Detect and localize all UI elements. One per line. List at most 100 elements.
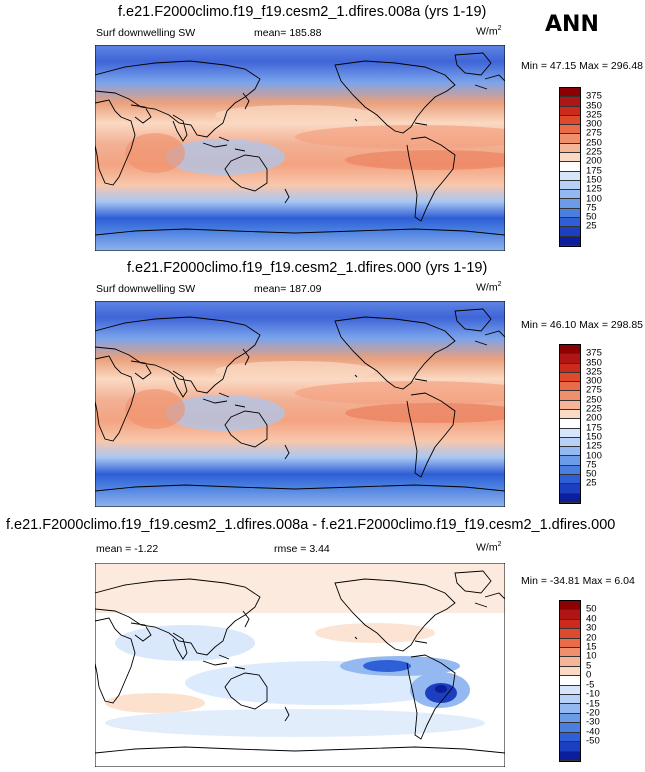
panel3-colorbar-tick-label: -40 bbox=[586, 726, 600, 738]
panel2-variable-label: Surf downwelling SW bbox=[96, 283, 196, 295]
panel2-colorbar-tick-label: 325 bbox=[586, 366, 602, 378]
panel1-colorbar-tick-label: 125 bbox=[586, 183, 602, 195]
panel1-colorbar-tick-label: 325 bbox=[586, 109, 602, 121]
panel3-colorbar-tick-label: 15 bbox=[586, 641, 597, 653]
panel1-colorbar-tick-label: 350 bbox=[586, 100, 602, 112]
panel2-colorbar-swatch bbox=[560, 493, 580, 503]
panel2-minmax: Min = 46.10 Max = 298.85 bbox=[521, 319, 644, 331]
panel2-colorbar bbox=[559, 344, 581, 504]
panel2-colorbar-swatch bbox=[560, 484, 580, 494]
panel2-colorbar-swatch bbox=[560, 382, 580, 392]
panel1-units: W/m2 bbox=[476, 25, 502, 38]
panel3-colorbar-tick-label: 40 bbox=[586, 613, 597, 625]
panel1-colorbar-swatch bbox=[560, 162, 580, 172]
panel3-colorbar-swatch bbox=[560, 695, 580, 705]
panel1-colorbar-swatch bbox=[560, 143, 580, 153]
panel1-colorbar-tick-label: 25 bbox=[586, 220, 597, 232]
panel3-colorbar-swatch bbox=[560, 723, 580, 733]
panel3-colorbar-swatch bbox=[560, 742, 580, 752]
panel3-title: f.e21.F2000climo.f19_f19.cesm2_1.dfires.… bbox=[6, 517, 616, 533]
panel2-colorbar-swatch bbox=[560, 419, 580, 429]
panel1-variable-label: Surf downwelling SW bbox=[96, 27, 196, 39]
panel2-colorbar-tick-label: 150 bbox=[586, 431, 602, 443]
panel1-colorbar-swatch bbox=[560, 190, 580, 200]
season-label: ANN bbox=[545, 12, 599, 37]
panel2-colorbar-swatch bbox=[560, 363, 580, 373]
panel2-colorbar-swatch bbox=[560, 465, 580, 475]
panel3-colorbar-tick-label: -5 bbox=[586, 679, 595, 691]
panel3-colorbar-swatch bbox=[560, 601, 580, 611]
panel1-colorbar-swatch bbox=[560, 125, 580, 135]
panel2-colorbar-swatch bbox=[560, 474, 580, 485]
panel1-colorbar-swatch bbox=[560, 227, 580, 237]
panel2-colorbar-tick-label: 25 bbox=[586, 477, 597, 489]
panel2-colorbar-tick-label: 375 bbox=[586, 347, 602, 359]
panel3-minmax: Min = -34.81 Max = 6.04 bbox=[521, 575, 635, 587]
panel1-colorbar-tick-label: 100 bbox=[586, 193, 602, 205]
panel1-colorbar-tick-label: 225 bbox=[586, 146, 602, 158]
panel1-colorbar-swatch bbox=[560, 217, 580, 228]
panel1-map bbox=[95, 45, 505, 251]
panel2-colorbar-swatch bbox=[560, 400, 580, 410]
panel2-colorbar-swatch bbox=[560, 372, 580, 383]
panel3-colorbar-tick-label: -20 bbox=[586, 707, 600, 719]
panel1-colorbar bbox=[559, 87, 581, 247]
panel1-colorbar-tick-label: 275 bbox=[586, 127, 602, 139]
panel3-colorbar-tick-label: 5 bbox=[586, 660, 592, 672]
panel3-colorbar-tick-label: 30 bbox=[586, 622, 597, 634]
panel2-map bbox=[95, 301, 505, 507]
panel3-colorbar-tick-label: 50 bbox=[586, 603, 597, 615]
panel1-minmax: Min = 47.15 Max = 296.48 bbox=[521, 60, 644, 72]
panel3-colorbar-swatch bbox=[560, 629, 580, 639]
panel1-colorbar-swatch bbox=[560, 152, 580, 163]
panel3-colorbar-swatch bbox=[560, 732, 580, 743]
panel1-colorbar-swatch bbox=[560, 236, 580, 246]
panel2-colorbar-tick-label: 50 bbox=[586, 468, 597, 480]
panel1-colorbar-tick-label: 200 bbox=[586, 155, 602, 167]
panel1-colorbar-swatch bbox=[560, 199, 580, 209]
panel2-colorbar-tick-label: 175 bbox=[586, 422, 602, 434]
panel3-mean: mean = -1.22 bbox=[96, 543, 159, 555]
panel3-units: W/m2 bbox=[476, 541, 502, 554]
panel2-colorbar-tick-label: 300 bbox=[586, 375, 602, 387]
panel3-colorbar-swatch bbox=[560, 685, 580, 696]
panel3-colorbar-swatch bbox=[560, 638, 580, 649]
panel1-colorbar-swatch bbox=[560, 106, 580, 116]
panel3-colorbar-tick-label: -50 bbox=[586, 735, 600, 747]
panel3-colorbar-swatch bbox=[560, 610, 580, 620]
panel2-colorbar-swatch bbox=[560, 391, 580, 401]
panel1-colorbar-tick-label: 50 bbox=[586, 211, 597, 223]
panel3-colorbar-tick-label: -10 bbox=[586, 688, 600, 700]
panel1-colorbar-swatch bbox=[560, 97, 580, 107]
panel3-colorbar-swatch bbox=[560, 666, 580, 677]
panel1-colorbar-swatch bbox=[560, 171, 580, 181]
panel2-colorbar-tick-label: 250 bbox=[586, 394, 602, 406]
panel1-mean: mean= 185.88 bbox=[254, 27, 322, 39]
panel2-colorbar-swatch bbox=[560, 447, 580, 457]
panel2-colorbar-swatch bbox=[560, 456, 580, 466]
panel1-colorbar-swatch bbox=[560, 180, 580, 191]
panel1-colorbar-swatch bbox=[560, 88, 580, 98]
panel3-colorbar-tick-label: 0 bbox=[586, 669, 592, 681]
panel3-colorbar bbox=[559, 600, 581, 762]
panel3-colorbar-swatch bbox=[560, 619, 580, 630]
panel2-colorbar-swatch bbox=[560, 345, 580, 355]
panel2-colorbar-tick-label: 275 bbox=[586, 384, 602, 396]
panel1-colorbar-tick-label: 75 bbox=[586, 202, 597, 214]
panel2-units: W/m2 bbox=[476, 281, 502, 294]
panel2-colorbar-swatch bbox=[560, 428, 580, 438]
panel3-colorbar-swatch bbox=[560, 648, 580, 658]
panel2-colorbar-tick-label: 100 bbox=[586, 450, 602, 462]
panel3-colorbar-swatch bbox=[560, 657, 580, 667]
panel1-colorbar-tick-label: 300 bbox=[586, 118, 602, 130]
panel1-colorbar-tick-label: 250 bbox=[586, 137, 602, 149]
panel1-title: f.e21.F2000climo.f19_f19.cesm2_1.dfires.… bbox=[118, 4, 487, 20]
panel3-colorbar-tick-label: 20 bbox=[586, 632, 597, 644]
panel2-mean: mean= 187.09 bbox=[254, 283, 322, 295]
panel1-colorbar-tick-label: 375 bbox=[586, 90, 602, 102]
panel2-colorbar-tick-label: 75 bbox=[586, 459, 597, 471]
panel3-colorbar-tick-label: -15 bbox=[586, 698, 600, 710]
panel3-colorbar-swatch bbox=[560, 713, 580, 724]
panel2-colorbar-tick-label: 200 bbox=[586, 412, 602, 424]
panel2-colorbar-swatch bbox=[560, 437, 580, 448]
